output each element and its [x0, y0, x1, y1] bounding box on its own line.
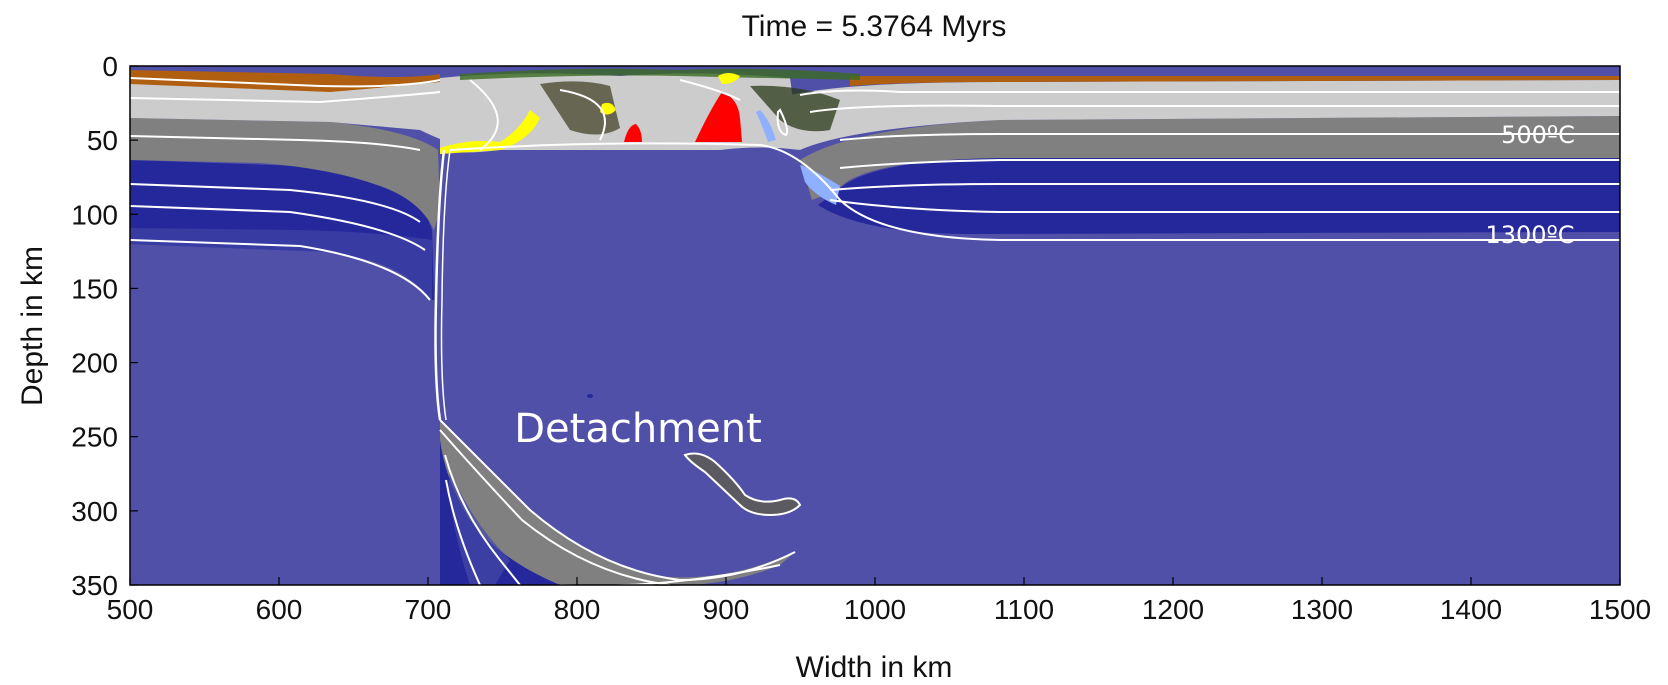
x-tick-label: 1500: [1589, 594, 1651, 625]
y-axis: 0 50 100 150 200 250 300 350: [71, 51, 138, 601]
isotherms: [129, 77, 1620, 587]
x-tick-label: 1100: [994, 594, 1054, 625]
isotherm-line-7: [449, 142, 1620, 241]
isotherm-line-15: [559, 89, 606, 141]
isotherm-line-9: [809, 104, 1620, 113]
y-tick-label: 150: [71, 273, 118, 304]
orogen-upper-crust: [440, 73, 800, 153]
isotherm-line-2: [129, 91, 441, 104]
isotherm-line-1: [129, 77, 441, 88]
detachment-label: Detachment: [514, 406, 762, 452]
slab-isotherm-3: [444, 454, 521, 586]
yellow-melt-mid: [600, 102, 616, 115]
figure-title: Time = 5.3764 Myrs: [742, 10, 1007, 43]
isotherm-line-10: [839, 133, 1620, 141]
orogen-top-sediment: [460, 68, 860, 80]
detached-slab-band: [448, 470, 510, 585]
isotherm-line-16: [679, 79, 741, 101]
isotherm-line-12: [829, 183, 1620, 191]
light-blue-wedge: [800, 165, 840, 205]
isotherm-line-13: [829, 199, 1620, 213]
x-axis-label: Width in km: [796, 651, 953, 684]
light-blue-wedge-2: [756, 110, 776, 142]
x-tick-label: 600: [256, 594, 303, 625]
x-tick-label: 500: [107, 594, 154, 625]
x-tick-label: 1000: [844, 594, 906, 625]
isotherm-line-5: [129, 205, 426, 251]
isotherm-line-17: [776, 108, 789, 137]
right-lower-crust: [800, 116, 1620, 200]
left-plate-lower-band: [130, 228, 432, 300]
tiny-blue-blob: [587, 394, 593, 398]
slab-isotherm-4: [445, 479, 481, 586]
isotherm-line-4: [129, 183, 421, 223]
slab-isotherm-2: [439, 429, 671, 586]
x-tick-label: 1300: [1291, 594, 1353, 625]
x-tick-label: 800: [554, 594, 601, 625]
y-tick-label: 50: [87, 125, 118, 156]
red-melt-body-large: [695, 92, 742, 142]
y-tick-label: 350: [71, 570, 118, 601]
right-upper-crust: [790, 80, 1620, 150]
y-tick-label: 100: [71, 199, 118, 230]
isotherm-1300-label: 1300ºC: [1485, 221, 1574, 249]
y-tick-label: 200: [71, 348, 118, 379]
right-plate-lithosphere: [818, 158, 1620, 234]
detached-slab-lower-crust: [440, 420, 795, 586]
right-sediment: [850, 76, 1620, 86]
isotherm-line-6: [129, 239, 431, 301]
yellow-melt-left: [440, 110, 540, 154]
x-tick-label: 1200: [1142, 594, 1204, 625]
isotherm-line-14: [469, 79, 499, 151]
y-tick-label: 300: [71, 496, 118, 527]
left-upper-crust: [130, 76, 470, 150]
x-tick-label: 900: [703, 594, 750, 625]
left-lower-crust: [130, 118, 440, 230]
y-tick-label: 0: [102, 51, 118, 82]
orogen-dark-mixed-zone: [540, 81, 620, 135]
orogen-dark-mixed-zone-2: [750, 85, 840, 132]
yellow-melt-top: [718, 73, 740, 84]
detached-fragment: [683, 452, 802, 517]
y-axis-label: Depth in km: [16, 246, 49, 406]
left-slab-trench-2: [440, 149, 451, 421]
isotherm-line-3: [129, 135, 421, 151]
y-tick-label: 250: [71, 422, 118, 453]
isotherm-line-8: [799, 89, 1620, 96]
x-tick-label: 700: [405, 594, 452, 625]
slab-isotherm-5: [559, 564, 781, 587]
isotherm-500-label: 500ºC: [1501, 121, 1575, 149]
red-melt-body-small: [624, 124, 642, 142]
x-tick-label: 1400: [1440, 594, 1502, 625]
isotherm-line-11: [839, 159, 1620, 169]
x-axis: 500 600 700 800 900 1000 1100 1200 1300 1400 1500: [107, 577, 1651, 625]
model-domain: 500ºC 1300ºC Detachment: [129, 65, 1621, 587]
left-slab-trench: [434, 149, 446, 421]
